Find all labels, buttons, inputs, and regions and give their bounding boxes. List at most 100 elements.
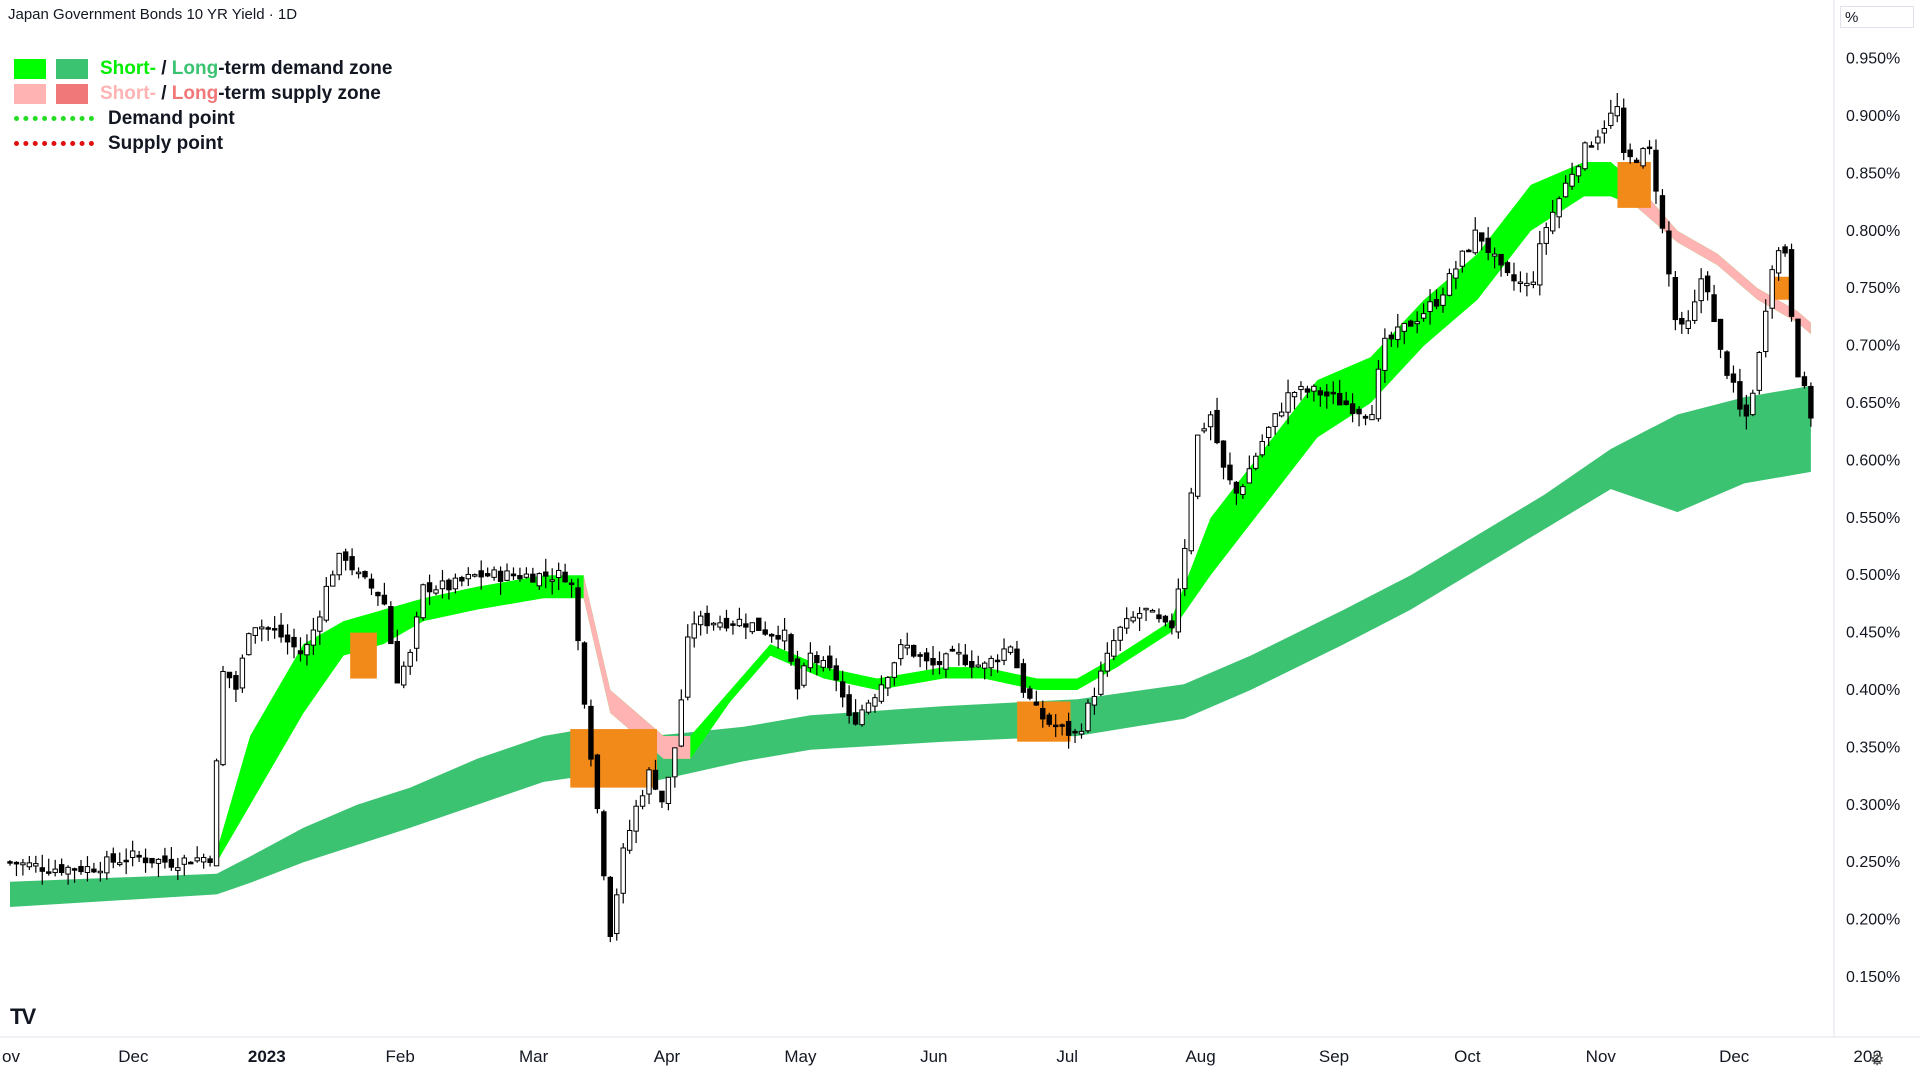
candle — [555, 562, 562, 591]
candle — [1517, 271, 1524, 293]
candle — [1330, 381, 1336, 405]
candle — [265, 626, 271, 641]
candle — [1291, 391, 1298, 410]
candle — [1711, 284, 1717, 323]
unit-selector[interactable]: % — [1840, 6, 1914, 28]
candle — [923, 648, 930, 670]
overlap-zone — [1017, 701, 1071, 742]
candle — [646, 767, 652, 805]
candle — [1059, 723, 1065, 736]
x-tick-label: Apr — [654, 1047, 681, 1066]
candle — [1356, 406, 1362, 427]
candle — [297, 637, 304, 662]
candle — [323, 577, 329, 623]
candle — [439, 570, 446, 599]
candle — [1775, 247, 1782, 281]
candle — [1143, 607, 1149, 622]
candle — [91, 862, 97, 874]
candle — [168, 847, 175, 871]
candle — [794, 650, 801, 700]
settings-icon[interactable]: ⚙ — [1870, 1052, 1885, 1069]
candle — [420, 583, 426, 621]
candle — [607, 875, 613, 943]
legend-demand-sep: / — [155, 57, 172, 79]
candle — [7, 860, 13, 866]
legend-supply-rest: -term supply zone — [218, 82, 381, 104]
candle — [1730, 365, 1737, 393]
candle — [1240, 483, 1246, 500]
legend-demand-rest: -term demand zone — [218, 57, 393, 79]
candle — [975, 655, 981, 669]
candle — [1033, 690, 1040, 706]
candle — [317, 610, 323, 645]
candle — [330, 570, 336, 587]
candle — [426, 574, 433, 606]
candle — [1769, 265, 1775, 319]
candle — [401, 661, 407, 689]
candle — [1743, 394, 1750, 430]
candle — [510, 567, 517, 581]
candle — [65, 865, 71, 885]
candle — [1420, 303, 1427, 322]
legend-demand-long: Long — [171, 57, 219, 79]
y-tick-label: 0.350% — [1846, 739, 1900, 756]
candle — [1207, 411, 1214, 441]
candle — [497, 566, 504, 595]
candle — [885, 676, 891, 697]
candle — [1001, 638, 1007, 666]
legend: Short- / Long -term demand zone Short- /… — [14, 56, 392, 156]
candle — [1182, 539, 1188, 597]
candle — [1343, 391, 1349, 406]
candle — [1498, 253, 1504, 277]
candle — [1601, 120, 1608, 144]
price-axis[interactable]: 0.950% 0.900% 0.850% 0.800% 0.750% 0.700% 0.65… — [1846, 51, 1900, 986]
candle — [117, 852, 123, 867]
candle — [1098, 661, 1104, 697]
y-tick-label: 0.550% — [1846, 510, 1900, 527]
overlap-zone — [350, 632, 377, 679]
legend-supply-zone: Short- / Long -term supply zone — [14, 81, 392, 106]
candle — [659, 790, 665, 809]
candle — [523, 567, 530, 579]
candle — [1227, 452, 1233, 485]
candle — [1175, 578, 1182, 639]
overlap-zone — [570, 729, 657, 788]
candle — [1214, 397, 1220, 445]
candle — [1614, 93, 1620, 123]
candle — [775, 625, 781, 649]
candle — [1640, 147, 1646, 169]
candle — [1194, 434, 1201, 500]
candle — [1104, 642, 1111, 677]
candle — [1040, 700, 1046, 728]
candle — [1479, 232, 1485, 251]
candle — [807, 642, 814, 673]
candle — [1562, 175, 1569, 198]
candle — [672, 747, 678, 788]
candle — [304, 634, 310, 666]
time-axis[interactable]: ov Dec 2023 Feb Mar Apr May Jun Jul Aug Sep Oct Nov D… — [2, 1047, 1882, 1066]
candle — [1072, 728, 1078, 743]
candle — [1556, 196, 1562, 229]
tradingview-logo-icon[interactable]: TV — [10, 1004, 36, 1029]
candle — [936, 651, 943, 675]
candle — [407, 649, 413, 675]
candle — [1388, 331, 1395, 348]
candle — [1466, 248, 1472, 253]
candle — [188, 861, 194, 865]
candle — [233, 670, 239, 703]
candle — [1046, 712, 1052, 727]
candle — [781, 617, 788, 651]
candle — [465, 567, 471, 586]
candle — [736, 607, 743, 627]
candle — [969, 650, 975, 679]
candle — [375, 591, 381, 606]
candle — [1317, 387, 1324, 407]
candle — [394, 629, 400, 684]
legend-demand-point-label: Demand point — [108, 107, 235, 129]
candle — [762, 621, 768, 636]
y-tick-label: 0.150% — [1846, 969, 1900, 986]
candle — [1408, 319, 1414, 327]
candle — [1324, 384, 1330, 409]
candle — [710, 622, 717, 631]
